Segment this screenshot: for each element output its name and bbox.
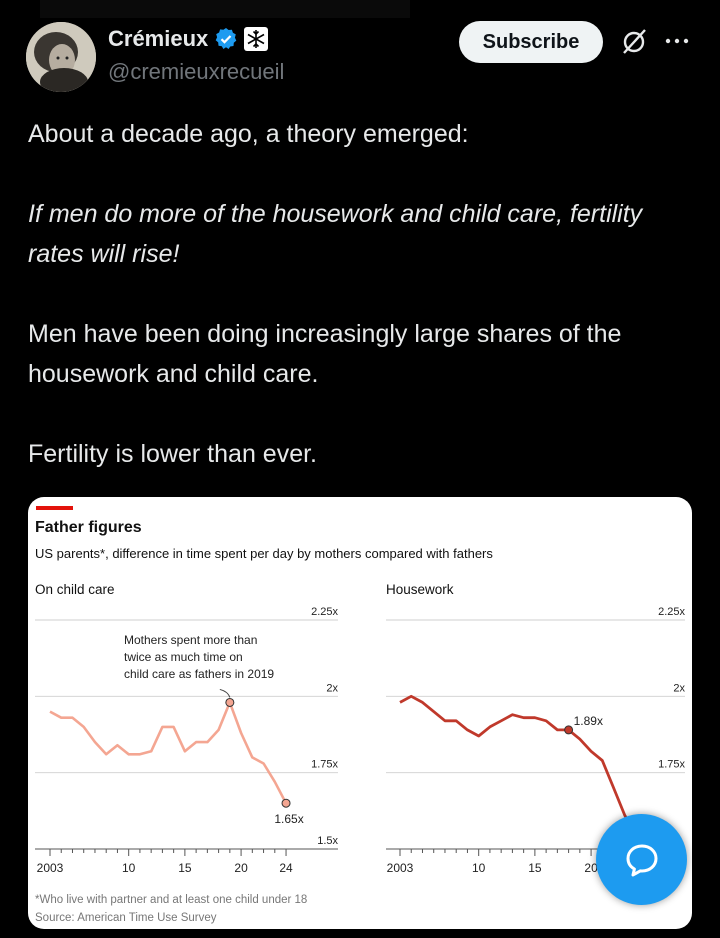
x-tick-label: 15	[528, 861, 542, 875]
chart-source: Source: American Time Use Survey	[35, 912, 217, 924]
x-tick-label: 2003	[387, 861, 414, 875]
more-icon[interactable]	[662, 29, 692, 53]
childcare-panel: 1.5x 1.75x 2x 2.25x 2003 10 15 20 24 Mothers spen…	[35, 606, 338, 875]
tweet-line-4: Fertility is lower than ever.	[28, 440, 317, 468]
x-tick-label: 24	[279, 861, 293, 875]
chart-title: Father figures	[35, 519, 142, 536]
author-name-row: Crémieux	[108, 26, 269, 52]
chat-bubble-icon	[626, 844, 657, 876]
panel-label-housework: Housework	[386, 582, 454, 597]
annotation-leader	[219, 688, 231, 698]
tweet-line-3: Men have been doing increasingly large s…	[28, 320, 622, 388]
verified-badge-icon[interactable]	[214, 27, 238, 51]
series-line-0	[49, 701, 288, 804]
y-tick-label: 1.75x	[311, 759, 338, 771]
panel-label-childcare: On child care	[35, 582, 115, 597]
chart-subtitle: US parents*, difference in time spent pe…	[35, 546, 493, 561]
y-tick-label: 2.25x	[311, 606, 338, 618]
x-tick-label: 10	[122, 861, 136, 875]
y-tick-label: 1.5x	[317, 835, 338, 847]
x-tick-label: 15	[178, 861, 192, 875]
annotation-point-2019	[225, 697, 235, 707]
tweet-quote: If men do more of the housework and chil…	[28, 200, 643, 268]
tweet-line-1: About a decade ago, a theory emerged:	[28, 120, 469, 148]
annotation-text: Mothers spent more than	[124, 633, 257, 647]
y-tick-label: 2x	[326, 682, 338, 694]
subscribe-button[interactable]: Subscribe	[459, 21, 603, 63]
display-name[interactable]: Crémieux	[108, 26, 209, 51]
y-tick-label: 1.75x	[658, 759, 685, 771]
highlight-value-label: 1.89x	[574, 714, 603, 728]
x-tick-label: 20	[234, 861, 248, 875]
chart-footnote: *Who live with partner and at least one …	[35, 894, 307, 906]
snowflake-glyph	[247, 30, 265, 48]
avatar[interactable]	[26, 22, 96, 92]
avatar-portrait	[26, 22, 96, 92]
end-value-label: 1.65x	[274, 812, 303, 826]
y-tick-label: 2.25x	[658, 606, 685, 618]
snowflake-affiliate-icon[interactable]	[244, 27, 269, 51]
economist-red-bar	[36, 506, 73, 510]
tweet-text: About a decade ago, a theory emerged: If…	[28, 114, 698, 474]
highlight-point-2018	[564, 725, 574, 735]
chart-svg: Father figures US parents*, difference i…	[35, 506, 685, 924]
end-point-2024	[281, 798, 291, 808]
annotation-text: child care as fathers in 2019	[124, 667, 274, 681]
housework-panel: 1.75x 2x 2.25x 2003 10 15 20 1.89x	[386, 606, 685, 875]
annotation-text: twice as much time on	[124, 650, 243, 664]
chat-bubble-button[interactable]	[596, 814, 687, 905]
x-tick-label: 20	[584, 861, 598, 875]
x-tick-label: 2003	[37, 861, 64, 875]
chart-image-card[interactable]: Father figures US parents*, difference i…	[28, 497, 692, 929]
y-tick-label: 2x	[673, 682, 685, 694]
x-tick-label: 10	[472, 861, 486, 875]
user-handle[interactable]: @cremieuxrecueil	[108, 59, 285, 84]
top-fade	[40, 0, 410, 18]
series-line-1	[399, 694, 638, 835]
grok-icon[interactable]	[619, 27, 649, 57]
